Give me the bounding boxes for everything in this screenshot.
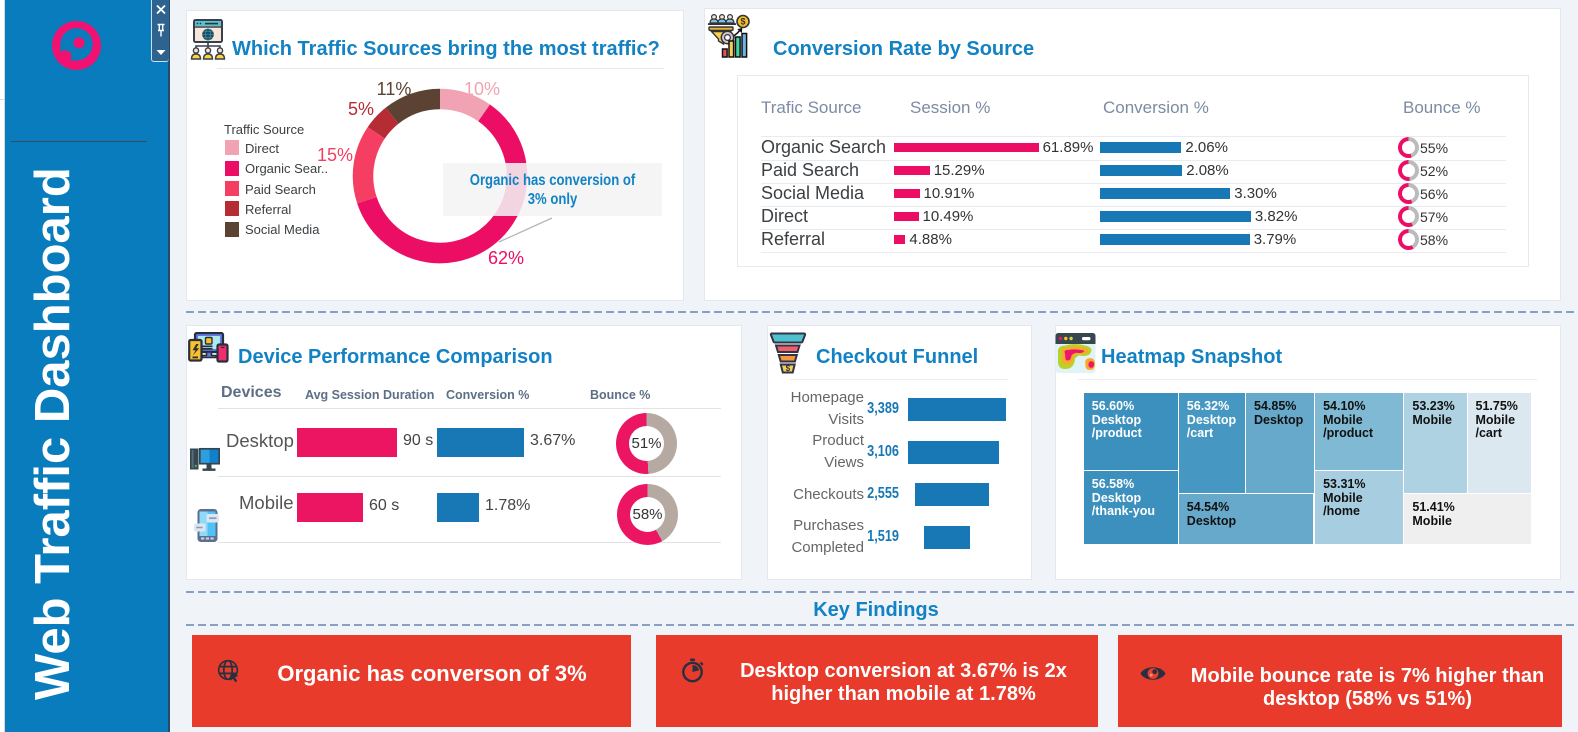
svg-text:$: $ [740,17,745,27]
svg-text:$: $ [786,364,791,373]
